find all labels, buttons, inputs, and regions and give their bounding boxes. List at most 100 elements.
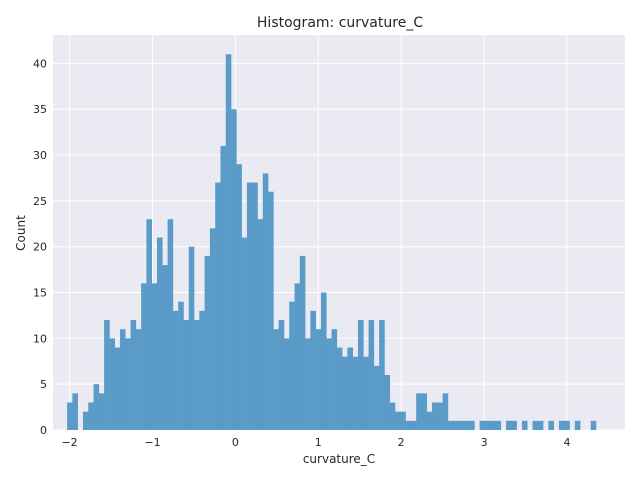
histogram-bar (146, 219, 153, 430)
histogram-bar (283, 338, 290, 430)
histogram-bar (225, 54, 232, 430)
histogram-bar (495, 420, 502, 430)
histogram-bar (463, 420, 470, 430)
histogram-bar (67, 402, 73, 430)
histogram-bar (426, 411, 433, 430)
histogram-bar (469, 420, 475, 430)
histogram-bar (194, 320, 200, 430)
histogram-bar (548, 420, 554, 430)
histogram-bar (326, 338, 332, 430)
histogram-bar (379, 320, 385, 430)
histogram-bar (590, 420, 597, 430)
histogram-bar (384, 375, 391, 430)
y-tick-label: 5 (40, 378, 47, 391)
histogram-bar (363, 356, 369, 430)
x-tick-label: 2 (398, 436, 405, 449)
histogram-bar (135, 329, 142, 430)
x-tick-label: 0 (232, 436, 239, 449)
histogram-bar (262, 173, 269, 431)
histogram-bar (315, 329, 322, 430)
histogram-bar (98, 393, 105, 430)
histogram-bar (484, 420, 491, 430)
y-tick-label: 20 (33, 241, 47, 254)
histogram-bar (416, 393, 422, 430)
histogram-bar (521, 420, 528, 430)
histogram-bar (400, 411, 406, 430)
histogram-bar (395, 411, 401, 430)
histogram-bar (289, 301, 295, 430)
histogram-bar (172, 310, 179, 430)
histogram-bar (119, 329, 126, 430)
histogram-bar (157, 237, 163, 430)
x-tick-label: 3 (481, 436, 488, 449)
histogram-bar (72, 393, 78, 430)
histogram-bar (320, 292, 327, 430)
histogram-bar (511, 420, 517, 430)
y-tick-label: 0 (40, 424, 47, 437)
x-axis-label: curvature_C (303, 452, 375, 466)
histogram-bar (490, 420, 496, 430)
histogram-bar (405, 420, 412, 430)
histogram-bar (574, 420, 581, 430)
histogram-bar (278, 320, 285, 430)
histogram-bar (273, 329, 279, 430)
histogram-bar (447, 420, 454, 430)
histogram-bar (442, 393, 449, 430)
histogram-bar (389, 402, 396, 430)
y-tick-label: 35 (33, 103, 47, 116)
histogram-bar (294, 283, 301, 430)
histogram-bar (93, 384, 100, 430)
histogram-bar (347, 347, 353, 430)
histogram-bar (204, 255, 211, 430)
histogram-bar (257, 219, 264, 430)
histogram-bar (162, 265, 168, 430)
histogram-bar (368, 320, 375, 430)
histogram-bar (336, 347, 343, 430)
histogram-bar (437, 402, 443, 430)
histogram-bar (141, 283, 147, 430)
y-axis-label: Count (14, 215, 28, 251)
y-tick-label: 40 (33, 57, 47, 70)
histogram-bar (268, 191, 274, 430)
histogram-bar (342, 356, 348, 430)
histogram-bar (432, 402, 438, 430)
x-tick-label: 1 (315, 436, 322, 449)
histogram-bar (109, 338, 115, 430)
histogram-bar (236, 164, 242, 431)
histogram-bar (178, 301, 184, 430)
histogram-bar (305, 338, 311, 430)
histogram-bar (88, 402, 94, 430)
histogram-bar (252, 182, 258, 430)
histogram-bar (373, 365, 380, 430)
histogram-bar (246, 182, 253, 430)
histogram-bar (458, 420, 465, 430)
histogram-bar (352, 356, 359, 430)
histogram-bar (453, 420, 459, 430)
histogram-bar (537, 420, 544, 430)
histogram-bar (564, 420, 570, 430)
x-tick-label: −2 (61, 436, 77, 449)
chart-title: Histogram: curvature_C (257, 15, 423, 31)
y-tick-label: 25 (33, 195, 47, 208)
histogram-bar (421, 393, 428, 430)
histogram-bar (310, 310, 316, 430)
histogram-bar (199, 310, 205, 430)
histogram-bar (299, 255, 306, 430)
histogram-bar (331, 329, 338, 430)
histogram-bar (209, 228, 216, 430)
histogram-bar (532, 420, 539, 430)
x-tick-label: 4 (563, 436, 570, 449)
histogram-bar (231, 109, 237, 430)
histogram-bar (114, 347, 121, 430)
histogram-bar (558, 420, 565, 430)
histogram-bar (130, 320, 137, 430)
histogram-bar (506, 420, 512, 430)
histogram-bar (82, 411, 89, 430)
x-tick-label: −1 (144, 436, 160, 449)
histogram-bar (188, 246, 195, 430)
y-tick-label: 10 (33, 332, 47, 345)
y-tick-labels: 0 5 10 15 20 25 30 35 40 (33, 57, 47, 437)
histogram-bar (215, 182, 221, 430)
x-tick-labels: −2 −1 0 1 2 3 4 (61, 436, 570, 449)
